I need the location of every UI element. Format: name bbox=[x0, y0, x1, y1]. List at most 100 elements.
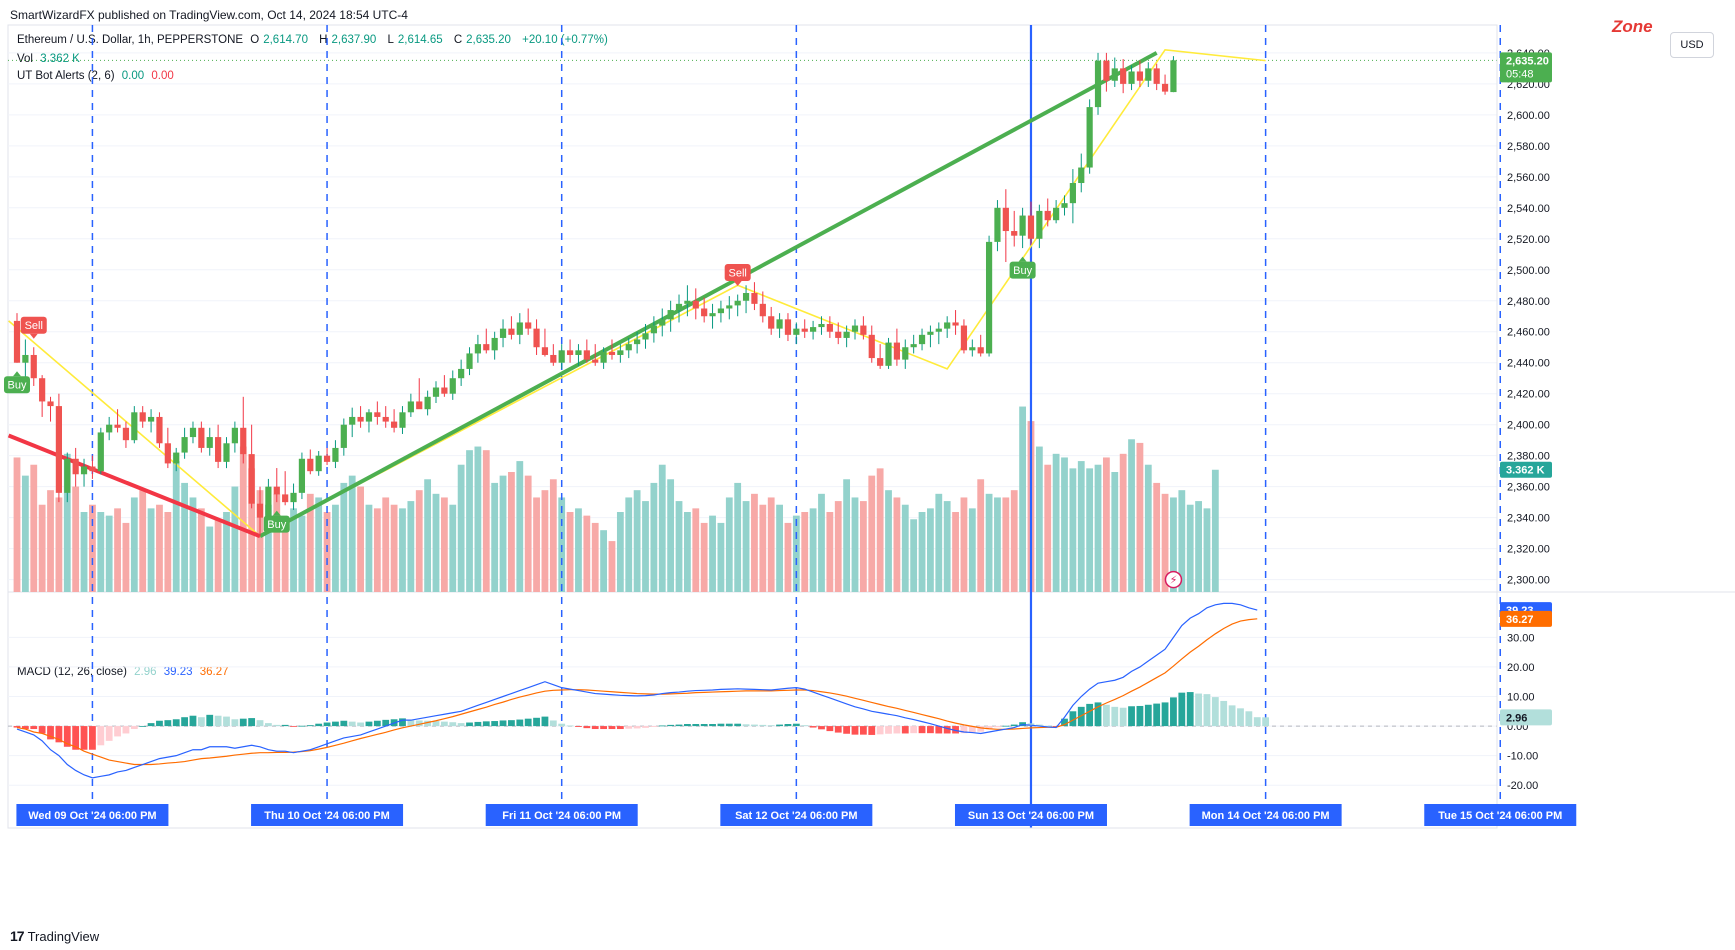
macd-histogram-bar bbox=[901, 726, 909, 734]
candle-body bbox=[198, 427, 205, 448]
macd-histogram-bar bbox=[156, 720, 163, 727]
candle-body bbox=[64, 458, 71, 493]
macd-histogram-bar bbox=[424, 720, 432, 727]
volume-label[interactable]: Vol bbox=[17, 53, 33, 65]
macd-histogram-bar bbox=[256, 720, 264, 727]
candle-body bbox=[474, 344, 481, 354]
macd-histogram-bar bbox=[189, 715, 197, 727]
macd-histogram-bar bbox=[197, 717, 205, 727]
volume-bar bbox=[667, 479, 675, 592]
macd-histogram-bar bbox=[927, 726, 934, 734]
volume-bar bbox=[172, 461, 180, 592]
candle-body bbox=[1153, 68, 1160, 84]
candle-body bbox=[307, 458, 314, 472]
macd-histogram-bar bbox=[742, 724, 750, 727]
ohlc-high: H 2,637.90 bbox=[319, 34, 377, 46]
candle-body bbox=[357, 416, 364, 422]
candle-body bbox=[608, 351, 616, 355]
candle-body bbox=[89, 466, 96, 472]
volume-bar bbox=[482, 450, 490, 592]
macd-histogram-bar bbox=[1086, 703, 1094, 727]
candle-body bbox=[759, 303, 766, 317]
sell-marker-label: Sell bbox=[729, 268, 747, 280]
macd-histogram-bar bbox=[859, 726, 867, 735]
currency-button[interactable]: USD bbox=[1670, 32, 1714, 58]
candle-body bbox=[675, 303, 683, 311]
axes: 2,300.00 2,320.00 2,340.00 2,360.00 2,380.00… bbox=[1496, 25, 1552, 828]
candle-body bbox=[525, 322, 532, 329]
candle-body bbox=[106, 424, 113, 433]
volume-bar bbox=[306, 493, 314, 592]
sell-marker-pointer bbox=[733, 281, 742, 287]
time-label-box bbox=[16, 804, 169, 826]
macd-label[interactable]: MACD (12, 26, close) bbox=[17, 666, 127, 678]
macd-histogram-bar bbox=[30, 726, 38, 730]
macd-histogram-bar bbox=[834, 726, 842, 733]
volume-bar bbox=[709, 515, 716, 592]
volume-bar bbox=[642, 501, 649, 592]
macd-histogram-bar bbox=[482, 721, 490, 727]
candle-body bbox=[1011, 231, 1018, 236]
candle-body bbox=[97, 432, 104, 472]
signal-last-tag-text: 36.27 bbox=[1506, 614, 1534, 626]
time-label: Thu 10 Oct '24 06:00 PM bbox=[264, 810, 390, 822]
ut-bot-label[interactable]: UT Bot Alerts (2, 6) bbox=[17, 70, 115, 82]
macd-histogram-bar bbox=[751, 724, 758, 727]
macd-histogram-bar bbox=[591, 726, 599, 730]
macd-signal-line bbox=[16, 618, 1258, 766]
symbol-title[interactable]: Ethereum / U.S. Dollar, 1h, PEPPERSTONE bbox=[17, 34, 244, 46]
volume-bar bbox=[633, 490, 641, 592]
volume-bar bbox=[767, 497, 775, 592]
candle-body bbox=[508, 328, 515, 335]
volume-bar bbox=[541, 490, 549, 592]
volume-bar bbox=[533, 497, 540, 592]
macd-tick-label: 10.00 bbox=[1507, 692, 1535, 704]
buy-marker bbox=[4, 376, 30, 394]
candle-body bbox=[634, 339, 641, 345]
tradingview-logo[interactable]: 17 TradingView bbox=[10, 928, 100, 944]
time-label: Sun 13 Oct '24 06:00 PM bbox=[968, 810, 1094, 822]
volume-bar bbox=[792, 515, 800, 592]
volume-last-tag bbox=[1500, 461, 1552, 478]
volume-bar bbox=[834, 501, 842, 592]
macd-histogram-bar bbox=[21, 726, 29, 730]
candle-body bbox=[935, 328, 942, 332]
volume-bar bbox=[616, 512, 624, 592]
macd-histogram-bar bbox=[868, 726, 876, 735]
ohlc-low: L 2,614.65 bbox=[387, 34, 443, 46]
macd-histogram-bar bbox=[608, 726, 616, 730]
macd-histogram-bar bbox=[1128, 706, 1135, 727]
candle-body bbox=[726, 305, 733, 309]
macd-histogram-bar bbox=[633, 726, 641, 729]
macd-histogram-bar bbox=[298, 725, 306, 727]
macd-histogram-bar bbox=[38, 726, 46, 734]
volume-bar bbox=[566, 512, 574, 592]
volume-bar bbox=[575, 508, 582, 592]
macd-histogram-bar bbox=[273, 724, 281, 727]
macd-histogram-bar bbox=[407, 720, 415, 727]
candle-body bbox=[617, 350, 624, 355]
macd-histogram-bar bbox=[549, 720, 557, 727]
candle-body bbox=[784, 319, 792, 335]
volume-bar bbox=[197, 508, 205, 592]
candle-body bbox=[131, 412, 138, 441]
volume-bar bbox=[38, 504, 46, 592]
macd-histogram-bar bbox=[826, 726, 834, 732]
macd-histogram-bar bbox=[985, 726, 993, 730]
candle-body bbox=[860, 325, 867, 335]
volume-bar bbox=[315, 497, 323, 592]
macd-histogram-bar bbox=[684, 724, 691, 727]
candle-body bbox=[13, 320, 21, 363]
volume-bar bbox=[650, 482, 658, 592]
price-tick-label: 2,420.00 bbox=[1507, 389, 1550, 401]
volume-bar bbox=[901, 504, 909, 592]
macd-histogram-bar bbox=[365, 721, 373, 727]
macd-histogram-bar bbox=[114, 726, 121, 737]
macd-histogram-bar bbox=[709, 724, 716, 727]
candle-body bbox=[1136, 71, 1144, 81]
buy-marker bbox=[263, 515, 290, 533]
volume-bar bbox=[1186, 504, 1194, 592]
candle-body bbox=[240, 427, 247, 455]
